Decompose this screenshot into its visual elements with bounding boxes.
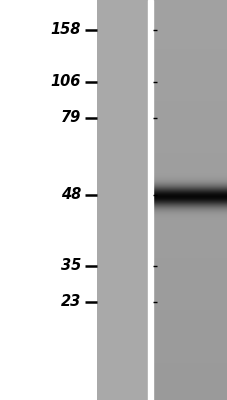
Text: 79: 79 xyxy=(60,110,81,126)
Text: 158: 158 xyxy=(50,22,81,38)
Text: 106: 106 xyxy=(50,74,81,90)
Text: 48: 48 xyxy=(60,187,81,202)
Text: 35: 35 xyxy=(60,258,81,274)
Text: 23: 23 xyxy=(60,294,81,310)
Bar xyxy=(148,0,153,400)
